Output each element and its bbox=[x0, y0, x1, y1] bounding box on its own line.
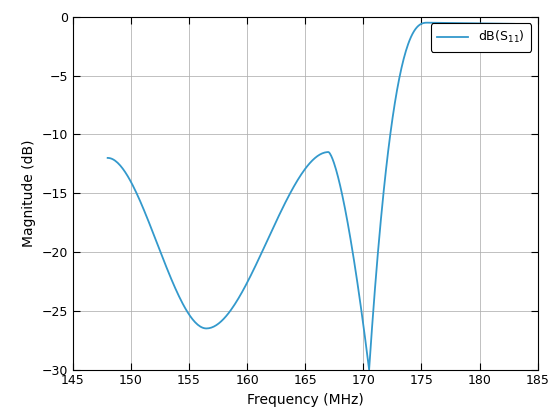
Line: dB(S$_{11}$): dB(S$_{11}$) bbox=[108, 23, 514, 370]
dB(S$_{11}$) bbox=[282, 200, 288, 205]
dB(S$_{11}$) bbox=[184, 310, 191, 315]
dB(S$_{11}$) bbox=[511, 21, 517, 26]
dB(S$_{11}$) bbox=[104, 155, 111, 160]
dB(S$_{11}$) bbox=[366, 367, 372, 372]
Y-axis label: Magnitude (dB): Magnitude (dB) bbox=[22, 139, 36, 247]
dB(S$_{11}$) bbox=[413, 26, 419, 31]
dB(S$_{11}$) bbox=[429, 20, 436, 25]
Legend: dB(S$_{11}$): dB(S$_{11}$) bbox=[431, 23, 531, 52]
dB(S$_{11}$) bbox=[287, 191, 293, 196]
X-axis label: Frequency (MHz): Frequency (MHz) bbox=[247, 393, 363, 407]
dB(S$_{11}$) bbox=[388, 125, 395, 130]
dB(S$_{11}$) bbox=[424, 20, 431, 25]
